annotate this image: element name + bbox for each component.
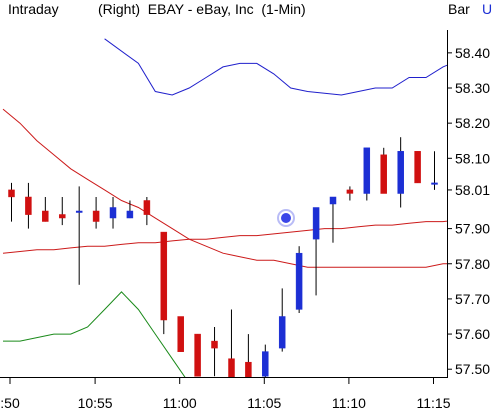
y-tick-label: 57.80 <box>455 256 490 272</box>
candle <box>59 197 66 226</box>
candle-body <box>397 151 404 194</box>
candle-body <box>414 151 421 184</box>
candle-body <box>228 358 235 378</box>
x-tick-label: 11:05 <box>247 395 281 411</box>
candle <box>228 309 235 378</box>
indicator-lines <box>2 38 447 378</box>
x-tick-label: 11:15 <box>417 395 451 411</box>
candle <box>363 147 371 201</box>
y-tick-label: 57.60 <box>455 326 490 342</box>
x-tick-label: 11:00 <box>163 395 197 411</box>
candle-body <box>346 189 354 194</box>
candle-body <box>109 207 117 219</box>
candle-body <box>363 147 371 194</box>
x-axis: :50 10:55 11:00 11:05 11:10 11:15 <box>0 378 451 411</box>
candle <box>312 207 320 296</box>
candle <box>346 186 354 201</box>
candle-body <box>295 252 303 310</box>
candle <box>262 344 269 378</box>
candle-body <box>194 333 201 377</box>
candle-body <box>380 154 387 194</box>
candle-body <box>431 182 438 185</box>
candle-body <box>92 210 100 222</box>
candle-body <box>75 210 83 213</box>
green-line <box>3 291 187 378</box>
candle-body <box>143 200 151 215</box>
candle <box>160 231 168 335</box>
interval-label: Intraday <box>8 1 59 17</box>
candle <box>245 334 252 378</box>
candle <box>329 196 337 243</box>
candle-body <box>177 316 184 352</box>
blue-line <box>104 38 447 96</box>
y-tick-label: 58.30 <box>455 80 490 96</box>
x-tick-label: 11:10 <box>332 395 366 411</box>
chart-title: (Right) EBAY - eBay, Inc (1-Min) <box>98 1 306 17</box>
x-tick-label: :50 <box>0 395 20 411</box>
candle <box>126 200 134 219</box>
candle <box>92 197 100 229</box>
candle <box>211 327 218 377</box>
candle-body <box>245 361 252 378</box>
y-tick-label: 58.40 <box>455 45 490 61</box>
candle <box>42 197 49 222</box>
candle <box>397 137 404 208</box>
candle <box>25 182 32 229</box>
red-line-lower <box>2 220 447 254</box>
x-tick-label: 10:55 <box>78 395 113 411</box>
candle <box>295 246 303 313</box>
candle-body <box>59 214 66 219</box>
red-line-upper <box>2 108 447 268</box>
candle-body <box>211 340 218 349</box>
candle-body <box>42 210 49 222</box>
candle-body <box>312 207 320 240</box>
candle <box>431 151 438 190</box>
plot-area <box>2 38 454 378</box>
y-tick-label: 57.70 <box>455 291 490 307</box>
candle <box>414 151 421 184</box>
candle <box>177 316 184 352</box>
candle <box>448 179 454 270</box>
candle <box>75 186 83 285</box>
y-tick-label: 58.20 <box>455 115 490 131</box>
candle-body <box>126 210 134 219</box>
candle <box>380 147 387 194</box>
y-tick-label: 58.01 <box>455 182 490 198</box>
candle-body <box>278 316 286 349</box>
candle <box>109 197 117 229</box>
candle-body <box>25 196 32 215</box>
candle-body <box>262 351 269 377</box>
cursor-icon[interactable] <box>277 209 295 227</box>
y-tick-label: 57.90 <box>455 221 490 237</box>
y-tick-label: 57.50 <box>455 361 490 377</box>
candle-body <box>448 179 454 186</box>
y-axis: 57.50 57.60 57.70 57.80 57.90 58.01 58.10 58.20… <box>447 45 490 377</box>
truncated-header-label[interactable]: U <box>482 1 492 17</box>
candle <box>8 182 15 222</box>
candle <box>143 197 151 226</box>
y-tick-label: 58.10 <box>455 150 490 166</box>
candle <box>278 288 286 352</box>
candle <box>194 333 201 377</box>
chart-type-label[interactable]: Bar <box>448 1 470 17</box>
candle-body <box>160 231 168 321</box>
candle-body <box>329 196 337 205</box>
candle-body <box>8 189 15 198</box>
candles <box>8 137 454 378</box>
